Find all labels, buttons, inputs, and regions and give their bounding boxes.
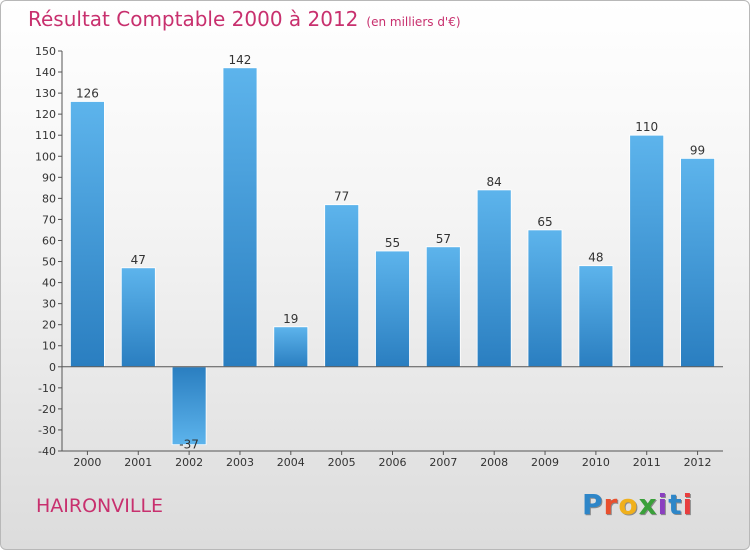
y-tick-label: 150 [35,45,56,58]
y-tick-label: 90 [42,171,56,184]
y-tick-label: 20 [42,319,56,332]
bars-group [70,67,715,446]
x-tick-label-2009: 2009 [531,456,559,469]
value-label-2001: 47 [131,253,146,267]
value-label-2002: -37 [179,438,199,452]
value-label-2008: 84 [487,175,502,189]
bar-2000 [70,101,105,368]
logo-letter: i [682,488,694,521]
proxiti-logo: Proxiti [582,488,693,521]
logo-letter: o [618,488,639,521]
y-tick-label: -10 [38,382,56,395]
y-tick-label: -20 [38,403,56,416]
y-tick-label: 10 [42,340,56,353]
x-tick-label-2004: 2004 [277,456,305,469]
value-label-2005: 77 [334,190,349,204]
x-tick-label-2010: 2010 [582,456,610,469]
x-tick-label-2008: 2008 [480,456,508,469]
value-label-2003: 142 [229,53,252,67]
x-tick-label-2005: 2005 [328,456,356,469]
bar-2002 [171,366,207,446]
x-tick-label-2012: 2012 [684,456,712,469]
bar-2007 [425,246,461,368]
x-tick-label-2000: 2000 [73,456,101,469]
y-tick-label: 40 [42,277,56,290]
value-label-2012: 99 [690,143,705,157]
bar-2008 [476,189,512,368]
value-label-2007: 57 [436,232,451,246]
bar-2001 [120,267,156,368]
y-tick-label: 70 [42,213,56,226]
chart-title-text: Résultat Comptable 2000 à 2012 [28,7,359,31]
value-label-2000: 126 [76,87,99,101]
chart-subtitle: (en milliers d'€) [366,15,461,29]
bar-2003 [222,67,258,368]
y-tick-label: 80 [42,192,56,205]
bar-2010 [578,265,614,368]
y-tick-label: 130 [35,87,56,100]
x-tick-label-2007: 2007 [429,456,457,469]
x-tick-label-2001: 2001 [124,456,152,469]
y-tick-label: 110 [35,129,56,142]
bar-2011 [629,134,665,368]
x-tick-label-2003: 2003 [226,456,254,469]
x-tick-label-2002: 2002 [175,456,203,469]
y-tick-label: 60 [42,234,56,247]
x-tick-label-2006: 2006 [379,456,407,469]
y-tick-label: 50 [42,256,56,269]
labels-group: -40 -30 -20 -10 0 10 20 30 40 50 60 70 80 90 100 110 120… [35,45,712,469]
y-tick-label: 0 [49,361,56,374]
bar-2009 [527,229,563,368]
y-tick-label: 120 [35,108,56,121]
commune-name: HAIRONVILLE [36,495,164,517]
y-tick-label: -40 [38,445,56,458]
logo-letter: P [582,488,604,521]
bar-2012 [680,157,715,368]
y-tick-label: -30 [38,424,56,437]
value-label-2004: 19 [283,312,298,326]
value-label-2011: 110 [635,120,658,134]
logo-letter: r [603,488,619,521]
y-tick-label: 140 [35,66,56,79]
logo-letter: i [657,488,669,521]
bar-2004 [273,326,309,368]
y-tick-label: 100 [35,150,56,163]
logo-letter: t [668,488,683,521]
logo-letter: x [638,488,658,521]
y-tick-label: 30 [42,298,56,311]
value-label-2009: 65 [537,215,552,229]
x-tick-label-2011: 2011 [633,456,661,469]
axes-group [58,50,723,455]
value-label-2006: 55 [385,236,400,250]
bar-2006 [375,250,410,368]
chart-title: Résultat Comptable 2000 à 2012 (en millie… [28,7,461,31]
bar-2005 [324,204,360,368]
value-label-2010: 48 [588,251,603,265]
